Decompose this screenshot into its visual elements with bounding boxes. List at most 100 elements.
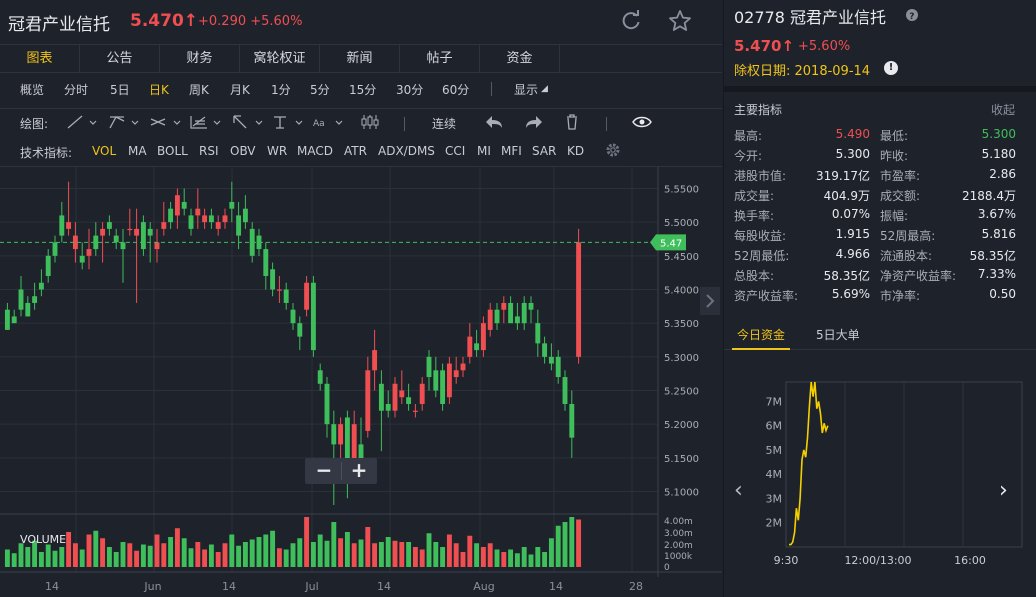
indicator-ma[interactable]: MA — [128, 144, 147, 158]
indicator-rsi[interactable]: RSI — [199, 144, 219, 158]
tab-6[interactable]: 资金 — [480, 45, 560, 72]
tab-5[interactable]: 帖子 — [400, 45, 480, 72]
indicator-adx-dms[interactable]: ADX/DMS — [378, 144, 435, 158]
metric-label: 市净率: — [880, 289, 921, 303]
period-3[interactable]: 日K — [149, 83, 169, 97]
volume-tick-label: 0 — [664, 563, 670, 573]
volume-bar — [161, 543, 167, 567]
fund-flow-chart: 7M 6M 5M 4M 3M 2M 9:30 12:00/13:00 16:00 — [766, 381, 1023, 567]
tab-3[interactable]: 窝轮权证 — [240, 45, 320, 72]
fibonacci-tool-icon[interactable] — [188, 113, 224, 131]
period-selector: 概览 分时 5日 日K 周K 月K 1分 5分 15分 30分 60分 显示 ◢ — [0, 75, 722, 103]
metric-label: 总股本: — [734, 269, 775, 283]
tab-1[interactable]: 公告 — [80, 45, 160, 72]
flow-x-tick-label: 12:00/13:00 — [844, 554, 911, 567]
volume-bar — [59, 547, 65, 567]
volume-bar — [317, 534, 323, 567]
volume-bar — [467, 535, 473, 567]
period-6[interactable]: 1分 — [271, 83, 291, 97]
period-5[interactable]: 月K — [230, 83, 250, 97]
channel-tool-icon[interactable] — [148, 113, 184, 131]
eye-icon[interactable] — [630, 113, 666, 131]
zoom-in-button[interactable]: + — [350, 458, 368, 482]
candle-body — [372, 350, 378, 371]
volume-bar — [86, 534, 92, 567]
chevron-left-icon[interactable]: ‹ — [734, 478, 743, 503]
period-0[interactable]: 概览 — [20, 83, 45, 97]
metric-value: 5.490 — [835, 127, 870, 141]
text-tool-icon[interactable] — [270, 113, 306, 131]
flow-y-tick-label: 2M — [766, 517, 783, 530]
zoom-out-button[interactable]: − — [315, 458, 333, 482]
candle-body — [242, 208, 248, 223]
volume-bar — [202, 549, 208, 567]
kline-chart-area[interactable]: 5.5500 5.5000 5.4500 5.4000 5.3500 5.3000 5.25… — [0, 166, 722, 597]
period-4[interactable]: 周K — [189, 83, 209, 97]
help-icon[interactable]: ? — [905, 8, 919, 22]
indicator-atr[interactable]: ATR — [344, 144, 367, 158]
redo-icon[interactable] — [520, 113, 556, 131]
metric-label: 最低: — [880, 129, 909, 143]
candle-body — [168, 208, 174, 223]
volume-bar — [412, 547, 418, 567]
candle-body — [365, 370, 371, 431]
arrow-tool-icon[interactable] — [230, 113, 266, 131]
indicator-boll[interactable]: BOLL — [157, 144, 188, 158]
candle-body — [399, 390, 405, 398]
indicator-mi[interactable]: MI — [477, 144, 491, 158]
indicator-vol[interactable]: VOL — [92, 144, 117, 158]
indicator-sar[interactable]: SAR — [532, 144, 557, 158]
quote-change: +5.60% — [798, 39, 851, 54]
volume-bar — [460, 552, 466, 567]
refresh-icon[interactable] — [620, 10, 642, 32]
period-8[interactable]: 15分 — [349, 83, 377, 97]
font-size-tool-icon[interactable]: Aa — [310, 113, 346, 131]
period-10[interactable]: 60分 — [442, 83, 470, 97]
flow-x-tick-label: 16:00 — [954, 554, 986, 567]
metric-label: 流通股本: — [880, 249, 933, 263]
candle-body — [542, 343, 548, 357]
volume-bar — [535, 547, 541, 567]
metric-value: 5.300 — [835, 147, 870, 161]
candle-body — [412, 410, 418, 412]
undo-icon[interactable] — [480, 113, 516, 131]
indicator-wr[interactable]: WR — [267, 144, 288, 158]
indicator-kd[interactable]: KD — [567, 144, 585, 158]
metrics-collapse-button[interactable]: 收起 — [991, 103, 1016, 117]
candle-body — [331, 424, 337, 445]
chevron-right-icon[interactable] — [700, 287, 720, 315]
info-icon[interactable]: ! — [884, 61, 898, 75]
period-9[interactable]: 30分 — [396, 83, 424, 97]
period-1[interactable]: 分时 — [64, 83, 89, 97]
tab-5day-large-orders[interactable]: 5日大单 — [816, 328, 860, 342]
volume-bar — [372, 543, 378, 567]
indicator-mfi[interactable]: MFI — [501, 144, 522, 158]
period-11[interactable]: 显示 — [514, 83, 539, 97]
period-7[interactable]: 5分 — [310, 83, 330, 97]
indicator-obv[interactable]: OBV — [230, 144, 256, 158]
volume-bar — [310, 542, 316, 567]
settings-gear-icon[interactable] — [604, 141, 622, 159]
display-dropdown-caret-icon[interactable]: ◢ — [541, 84, 548, 94]
tab-0[interactable]: 图表 — [0, 45, 80, 72]
tab-today-flow[interactable]: 今日资金 — [737, 328, 786, 342]
star-icon[interactable] — [668, 9, 692, 33]
metric-value: 0.50 — [989, 287, 1016, 301]
volume-bar — [106, 547, 112, 567]
tab-2[interactable]: 财务 — [160, 45, 240, 72]
polyline-tool-icon[interactable] — [106, 113, 142, 131]
tab-4[interactable]: 新闻 — [320, 45, 400, 72]
candle-tool-icon[interactable] — [358, 113, 394, 131]
candlestick-chart[interactable]: 5.5500 5.5000 5.4500 5.4000 5.3500 5.3000 5.25… — [0, 167, 722, 597]
chevron-right-icon[interactable]: › — [999, 478, 1008, 503]
period-2[interactable]: 5日 — [110, 83, 130, 97]
metric-value: 58.35亿 — [823, 269, 870, 283]
continuous-draw-toggle[interactable]: 连续 — [432, 117, 457, 131]
volume-bar — [25, 547, 31, 567]
line-tool-icon[interactable] — [64, 113, 100, 131]
indicator-cci[interactable]: CCI — [445, 144, 466, 158]
indicator-macd[interactable]: MACD — [297, 144, 333, 158]
candle-body — [32, 296, 38, 303]
trash-icon[interactable] — [562, 113, 598, 131]
stock-name: 冠君产业信托 — [8, 15, 110, 35]
